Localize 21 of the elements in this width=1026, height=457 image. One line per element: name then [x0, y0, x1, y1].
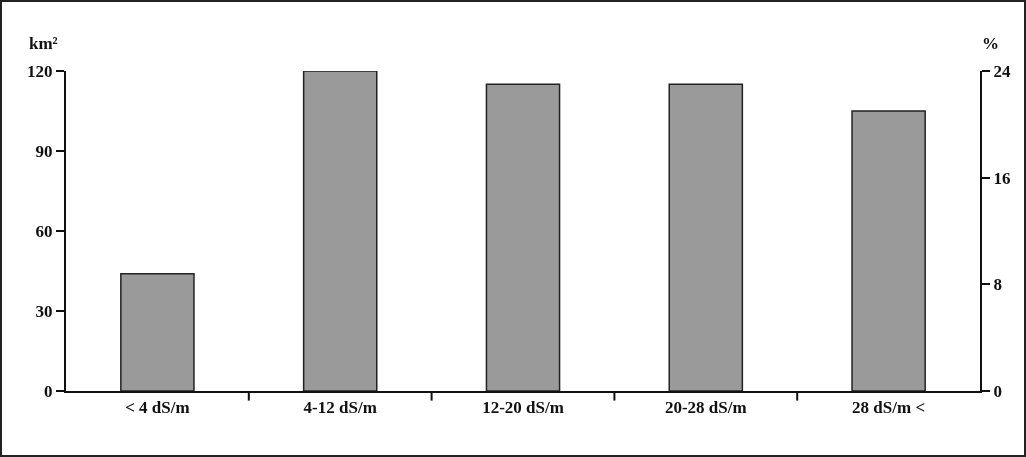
y-tick-label: 0 [44, 381, 53, 401]
bar [302, 71, 378, 391]
y2-tick-label: 8 [993, 275, 1002, 295]
x-tick-label: < 4 dS/m [125, 398, 190, 418]
y-tick-label: 120 [27, 61, 53, 81]
y-tick-label: 60 [35, 221, 53, 241]
x-tick-label: 12-20 dS/m [482, 398, 564, 418]
y-tick-label: 30 [35, 301, 53, 321]
y2-axis-title: % [982, 34, 999, 53]
y2-tick-label: 16 [993, 168, 1011, 188]
bar [668, 83, 744, 391]
x-tick-label: 20-28 dS/m [664, 398, 747, 418]
y2-tick-label: 24 [993, 61, 1011, 81]
y-axis-title: km² [29, 34, 58, 53]
x-tick-label: 4-12 dS/m [303, 398, 377, 418]
x-tick-label: 28 dS/m < [852, 398, 926, 418]
y2-tick-label: 0 [993, 381, 1002, 401]
bar [851, 110, 926, 391]
bar [120, 272, 195, 391]
bar [485, 83, 561, 391]
y-tick-label: 90 [35, 141, 53, 161]
